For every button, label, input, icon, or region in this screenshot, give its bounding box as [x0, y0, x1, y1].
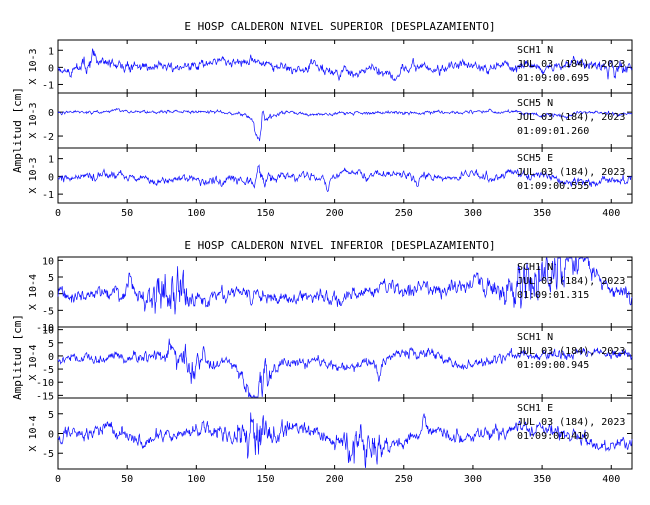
y-tick-label: 0 — [48, 290, 54, 301]
y-tick-label: -5 — [42, 306, 54, 317]
x-tick-label: 100 — [187, 208, 205, 219]
y-tick-label: 0 — [48, 430, 54, 441]
x-tick-label: 100 — [187, 474, 205, 485]
x-tick-label: 400 — [602, 208, 620, 219]
y-tick-label: -10 — [36, 323, 54, 334]
y-tick-label: 0 — [48, 352, 54, 363]
time-label: 01:09:01.260 — [517, 126, 589, 137]
y-tick-label: 1 — [48, 46, 54, 57]
x-tick-label: 300 — [464, 208, 482, 219]
y-axis-label-top: Amplitud [cm] — [11, 87, 24, 173]
chart-title-top: E HOSP CALDERON NIVEL SUPERIOR [DESPLAZA… — [184, 20, 495, 33]
time-label: 01:09:00.695 — [517, 73, 589, 84]
x-tick-label: 0 — [55, 208, 61, 219]
y-scale-label: X 10-3 — [28, 102, 39, 138]
x-tick-label: 50 — [121, 474, 133, 485]
date-label: JUL 03 (184), 2023 — [517, 417, 625, 428]
x-tick-label: 300 — [464, 474, 482, 485]
y-tick-label: 1 — [48, 155, 54, 166]
y-scale-label: X 10-4 — [28, 344, 39, 380]
trace-panel-0-0: -1 0 1 X 10-3 SCH1 N JUL 03 (184), 2023 01:09:… — [28, 39, 633, 94]
x-tick-label: 350 — [533, 208, 551, 219]
station-label: SCH5 N — [517, 98, 553, 109]
date-label: JUL 03 (184), 2023 — [517, 276, 625, 287]
station-label: SCH1 N — [517, 262, 553, 273]
y-tick-label: 5 — [48, 410, 54, 421]
y-tick-label: -10 — [36, 378, 54, 389]
station-label: SCH1 N — [517, 45, 553, 56]
y-tick-label: -5 — [42, 365, 54, 376]
x-tick-label: 250 — [395, 474, 413, 485]
x-tick-label: 200 — [326, 474, 344, 485]
y-tick-label: 0 — [48, 63, 54, 74]
y-tick-label: -1 — [42, 80, 54, 91]
x-tick-label: 250 — [395, 208, 413, 219]
station-label: SCH1 N — [517, 332, 553, 343]
date-label: JUL 03 (184), 2023 — [517, 59, 625, 70]
y-scale-label: X 10-3 — [28, 157, 39, 193]
station-label: SCH5 E — [517, 153, 553, 164]
y-tick-label: -1 — [42, 190, 54, 201]
y-tick-label: 10 — [42, 326, 54, 337]
panel-frame — [57, 147, 633, 204]
x-tick-label: 150 — [256, 474, 274, 485]
trace-panel-1-2: -5 0 5 X 10-4 SCH1 E JUL 03 (184), 2023 01:09:… — [28, 397, 633, 470]
y-scale-label: X 10-4 — [28, 415, 39, 451]
x-tick-label: 0 — [55, 474, 61, 485]
trace-panel-0-2: -1 0 1 X 10-3 SCH5 E JUL 03 (184), 2023 01:09:… — [28, 147, 633, 204]
y-tick-label: 5 — [48, 339, 54, 350]
y-tick-label: -15 — [36, 391, 54, 402]
y-tick-label: -2 — [42, 132, 54, 143]
station-label: SCH1 E — [517, 403, 553, 414]
date-label: JUL 03 (184), 2023 — [517, 346, 625, 357]
time-label: 01:09:01.410 — [517, 431, 589, 442]
chart-title-bottom: E HOSP CALDERON NIVEL INFERIOR [DESPLAZA… — [184, 239, 495, 252]
date-label: JUL 03 (184), 2023 — [517, 167, 625, 178]
y-scale-label: X 10-4 — [28, 274, 39, 310]
y-tick-label: 10 — [42, 256, 54, 267]
waveform-line — [57, 412, 633, 469]
x-tick-label: 150 — [256, 208, 274, 219]
y-scale-label: X 10-3 — [28, 48, 39, 84]
x-tick-label: 200 — [326, 208, 344, 219]
time-label: 01:09:01.315 — [517, 290, 589, 301]
x-tick-label: 50 — [121, 208, 133, 219]
time-label: 01:09:00.945 — [517, 360, 589, 371]
x-tick-label: 350 — [533, 474, 551, 485]
time-label: 01:09:00.555 — [517, 181, 589, 192]
y-tick-label: -5 — [42, 449, 54, 460]
waveform-line — [57, 257, 633, 315]
waveform-line — [57, 108, 632, 142]
waveform-line — [57, 164, 633, 193]
trace-panel-1-1: -15 -10 -5 0 5 10X 10-4 SCH1 N JUL 03 (184), 20… — [28, 326, 633, 402]
y-axis-label-bottom: Amplitud [cm] — [11, 314, 24, 400]
waveform-line — [57, 48, 633, 82]
y-tick-label: 5 — [48, 273, 54, 284]
trace-panel-0-1: -2 0 X 10-3 SCH5 N JUL 03 (184), 2023 01:09:0… — [28, 92, 633, 149]
date-label: JUL 03 (184), 2023 — [517, 112, 625, 123]
waveform-line — [57, 338, 633, 398]
y-tick-label: 0 — [48, 108, 54, 119]
y-tick-label: 0 — [48, 172, 54, 183]
x-tick-label: 400 — [602, 474, 620, 485]
